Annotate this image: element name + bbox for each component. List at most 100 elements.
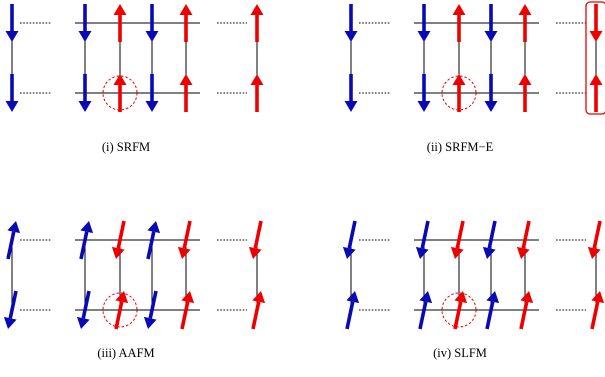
arrow-shaft — [592, 220, 602, 249]
arrow-head — [78, 101, 92, 112]
arrow-head — [113, 74, 127, 85]
spin-arrow — [3, 290, 18, 329]
spin-arrow — [111, 220, 126, 259]
arrow-head — [520, 291, 534, 304]
arrow-head — [115, 291, 129, 304]
arrow-head — [417, 31, 431, 42]
spin-arrow — [5, 4, 19, 42]
panel-caption-srfm: (i) SRFM — [102, 140, 150, 154]
spin-arrow — [5, 74, 19, 112]
panel-caption-slfm: (iv) SLFM — [433, 346, 487, 360]
arrow-head — [179, 4, 193, 15]
spin-arrow — [484, 74, 498, 112]
arrow-shaft — [485, 301, 495, 330]
arrow-head — [342, 246, 356, 259]
arrow-shaft — [79, 231, 89, 260]
arrow-shaft — [455, 220, 465, 249]
arrow-head — [250, 4, 264, 15]
arrow-shaft — [81, 290, 91, 319]
highlight-circle — [441, 75, 477, 111]
panel-slfm — [342, 220, 605, 330]
arrow-shaft — [182, 220, 192, 249]
arrow-head — [454, 291, 468, 304]
spin-arrow — [452, 4, 466, 42]
arrow-head — [181, 291, 195, 304]
arrow-shaft — [251, 301, 261, 330]
arrow-head — [177, 246, 191, 259]
arrow-shaft — [418, 301, 428, 330]
panel-srfm-e — [344, 1, 605, 115]
spin-arrow — [251, 291, 266, 330]
spin-arrow — [417, 74, 431, 112]
arrow-head — [78, 31, 92, 42]
arrow-head — [5, 101, 19, 112]
arrow-shaft — [590, 301, 600, 330]
arrow-head — [484, 31, 498, 42]
arrow-head — [484, 101, 498, 112]
arrow-head — [589, 74, 603, 85]
spin-arrow — [179, 74, 193, 112]
highlight-circle — [102, 75, 138, 111]
spin-arrow — [179, 4, 193, 42]
spin-arrow — [589, 74, 603, 112]
arrow-head — [3, 316, 17, 329]
spin-arrow — [518, 74, 532, 112]
arrow-head — [518, 4, 532, 15]
spin-arrow — [113, 4, 127, 42]
arrow-shaft — [347, 220, 357, 249]
spin-arrow — [587, 220, 602, 259]
arrow-head — [80, 221, 94, 234]
spin-arrow — [344, 4, 358, 42]
arrow-head — [419, 291, 433, 304]
spin-arrow — [79, 221, 94, 260]
arrow-shaft — [345, 301, 355, 330]
spin-arrow — [78, 4, 92, 42]
arrow-shaft — [148, 290, 158, 319]
spin-arrow — [450, 220, 465, 259]
arrow-head — [111, 246, 125, 259]
spin-arrow — [342, 220, 357, 259]
spin-arrow — [145, 4, 159, 42]
spin-arrow — [589, 4, 603, 42]
highlight-circle — [102, 292, 138, 328]
spin-arrow — [76, 290, 91, 329]
arrow-head — [486, 291, 500, 304]
spin-arrow — [453, 291, 468, 330]
arrow-shaft — [487, 220, 497, 249]
arrow-head — [417, 101, 431, 112]
arrow-head — [589, 31, 603, 42]
panel-caption-srfm-e: (ii) SRFM−E — [427, 140, 494, 154]
arrow-shaft — [521, 220, 531, 249]
arrow-shaft — [116, 220, 126, 249]
highlight-circle — [441, 292, 477, 328]
arrow-head — [5, 31, 19, 42]
panel-caption-aafm: (iii) AAFM — [97, 346, 154, 360]
spin-arrow — [484, 4, 498, 42]
arrow-shaft — [146, 231, 156, 260]
spin-arrow — [516, 220, 531, 259]
panel-aafm — [3, 220, 266, 330]
arrow-head — [450, 246, 464, 259]
spin-arrow — [250, 4, 264, 42]
spin-arrow — [417, 4, 431, 42]
arrow-head — [346, 291, 360, 304]
arrow-head — [415, 246, 429, 259]
arrow-shaft — [253, 220, 263, 249]
arrow-shaft — [6, 231, 16, 260]
arrow-head — [7, 221, 21, 234]
arrow-shaft — [420, 220, 430, 249]
spin-arrow — [482, 220, 497, 259]
spin-arrow — [518, 4, 532, 42]
spin-arrow — [145, 74, 159, 112]
spin-arrow — [418, 291, 433, 330]
arrow-head — [344, 31, 358, 42]
arrow-shaft — [453, 301, 463, 330]
arrow-head — [76, 316, 90, 329]
arrow-head — [145, 101, 159, 112]
spin-arrow — [146, 221, 161, 260]
arrow-head — [147, 221, 161, 234]
spin-arrow — [345, 291, 360, 330]
arrow-head — [143, 316, 157, 329]
spin-arrow — [113, 74, 127, 112]
